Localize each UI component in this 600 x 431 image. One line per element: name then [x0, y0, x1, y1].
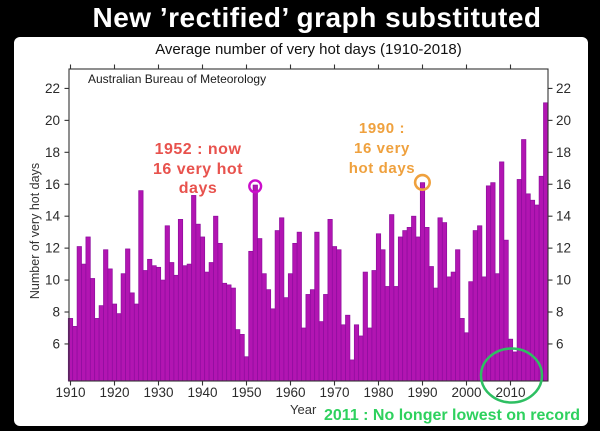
svg-text:20: 20	[45, 113, 60, 128]
svg-text:18: 18	[45, 145, 60, 160]
svg-text:1970: 1970	[319, 385, 349, 400]
svg-text:14: 14	[556, 209, 572, 224]
svg-text:1960: 1960	[275, 385, 305, 400]
svg-text:1910: 1910	[55, 385, 85, 400]
svg-text:22: 22	[556, 81, 571, 96]
svg-text:2000: 2000	[451, 385, 481, 400]
svg-text:1990: 1990	[407, 385, 437, 400]
svg-text:22: 22	[45, 81, 60, 96]
svg-text:1940: 1940	[187, 385, 217, 400]
svg-text:1950: 1950	[231, 385, 261, 400]
svg-text:20: 20	[556, 113, 571, 128]
svg-text:1930: 1930	[143, 385, 173, 400]
svg-text:10: 10	[45, 273, 60, 288]
svg-text:8: 8	[556, 305, 564, 320]
svg-text:1920: 1920	[99, 385, 129, 400]
svg-text:16: 16	[45, 177, 60, 192]
svg-text:10: 10	[556, 273, 571, 288]
svg-text:2010: 2010	[495, 385, 525, 400]
svg-text:12: 12	[556, 241, 571, 256]
svg-text:16: 16	[556, 177, 571, 192]
svg-text:8: 8	[52, 305, 60, 320]
svg-text:18: 18	[556, 145, 571, 160]
svg-text:12: 12	[45, 241, 60, 256]
svg-text:6: 6	[52, 336, 60, 351]
svg-text:1980: 1980	[363, 385, 393, 400]
svg-text:6: 6	[556, 336, 564, 351]
svg-text:14: 14	[45, 209, 61, 224]
